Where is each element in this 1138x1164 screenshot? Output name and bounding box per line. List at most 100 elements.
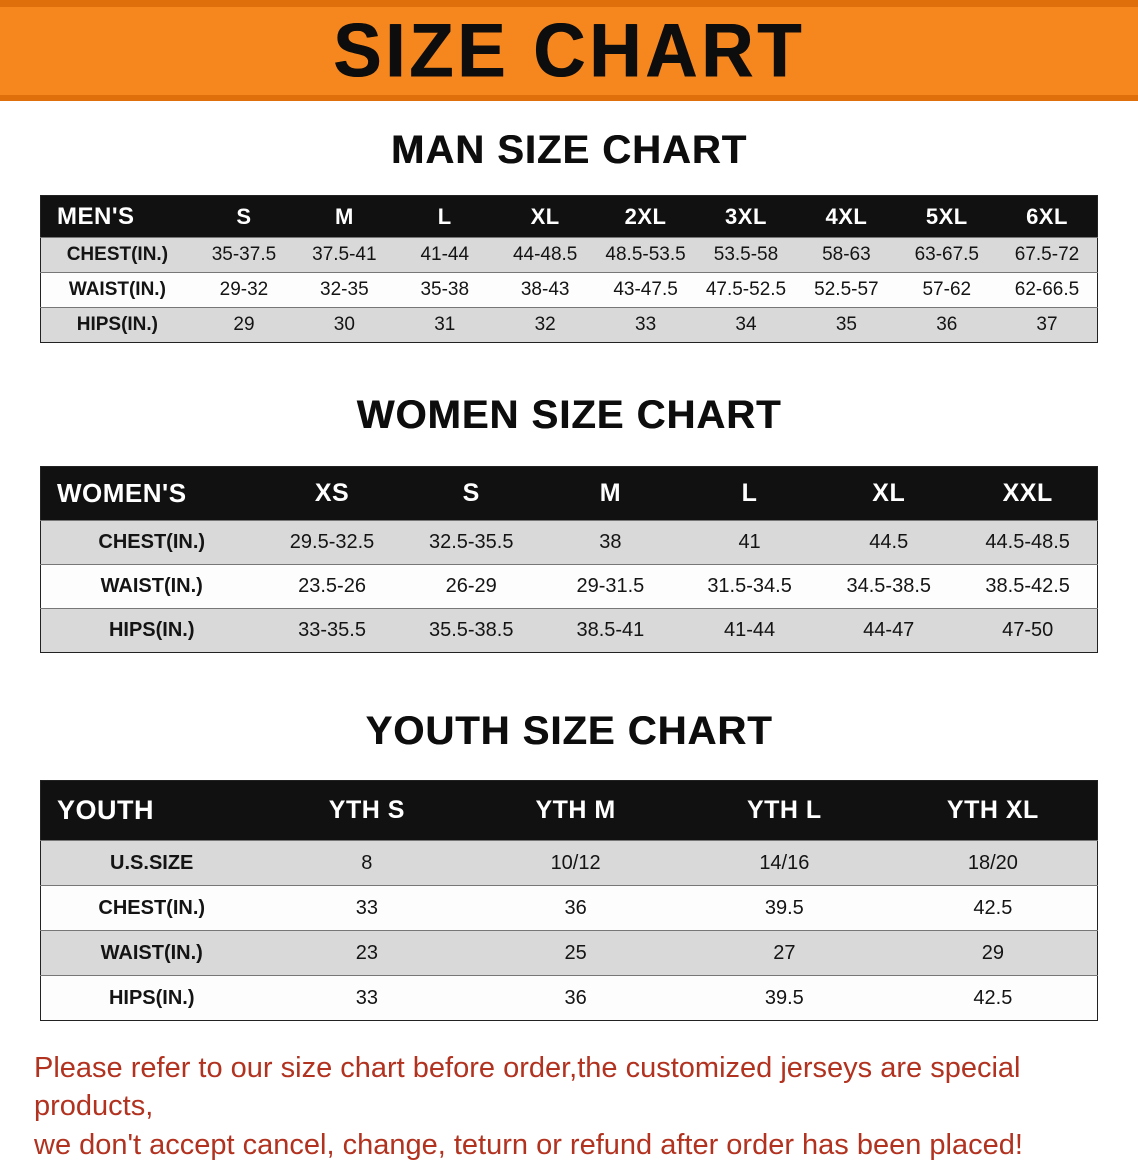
row-label: WAIST(IN.) bbox=[40, 564, 263, 609]
table-cell: 53.5-58 bbox=[695, 237, 797, 273]
table-cell: 35 bbox=[796, 307, 897, 343]
men-size-table: MEN'S S M L XL 2XL 3XL 4XL 5XL 6XL CHEST(IN.) 35-37… bbox=[40, 195, 1098, 343]
column-header: L bbox=[394, 195, 495, 238]
youth-table-body: U.S.SIZE 8 10/12 14/16 18/20 CHEST(IN.) 33 36 39… bbox=[40, 840, 1098, 1021]
table-row: CHEST(IN.) 29.5-32.5 32.5-35.5 38 41 44.5 44.5… bbox=[40, 520, 1098, 565]
women-size-table: WOMEN'S XS S M L XL XXL CHEST(IN.) 29.5-32.5 32.5… bbox=[40, 466, 1098, 653]
column-header: XS bbox=[262, 466, 402, 521]
table-cell: 14/16 bbox=[679, 840, 889, 886]
table-cell: 34 bbox=[695, 307, 797, 343]
table-cell: 44.5 bbox=[819, 520, 959, 565]
column-header: 5XL bbox=[896, 195, 997, 238]
youth-section-heading: YOUTH SIZE CHART bbox=[365, 709, 773, 753]
table-cell: 67.5-72 bbox=[997, 237, 1098, 273]
row-label: WAIST(IN.) bbox=[40, 930, 263, 976]
table-cell: 44-47 bbox=[819, 608, 959, 653]
women-table-header: WOMEN'S XS S M L XL XXL bbox=[40, 466, 1098, 521]
footer-line-1: Please refer to our size chart before or… bbox=[34, 1052, 1021, 1123]
footer-line-2: we don't accept cancel, change, teturn o… bbox=[34, 1128, 1023, 1161]
table-row: HIPS(IN.) 33 36 39.5 42.5 bbox=[40, 975, 1098, 1021]
column-header: 2XL bbox=[595, 195, 696, 238]
table-cell: 63-67.5 bbox=[896, 237, 997, 273]
women-table-body: CHEST(IN.) 29.5-32.5 32.5-35.5 38 41 44.5 44.5… bbox=[40, 520, 1098, 653]
table-cell: 27 bbox=[679, 930, 889, 976]
row-label: HIPS(IN.) bbox=[40, 307, 194, 343]
table-row: U.S.SIZE 8 10/12 14/16 18/20 bbox=[40, 840, 1098, 886]
table-cell: 48.5-53.5 bbox=[595, 237, 696, 273]
table-cell: 36 bbox=[471, 885, 680, 931]
header-row: MEN'S S M L XL 2XL 3XL 4XL 5XL 6XL bbox=[40, 195, 1098, 238]
row-label: CHEST(IN.) bbox=[40, 520, 263, 565]
table-row: WAIST(IN.) 23.5-26 26-29 29-31.5 31.5-34.5 34… bbox=[40, 564, 1098, 609]
column-header: S bbox=[193, 195, 295, 238]
header-row: YOUTH YTH S YTH M YTH L YTH XL bbox=[40, 780, 1098, 841]
table-cell: 23 bbox=[262, 930, 472, 976]
table-cell: 52.5-57 bbox=[796, 272, 897, 308]
youth-size-table: YOUTH YTH S YTH M YTH L YTH XL U.S.SIZE 8 10/12… bbox=[40, 780, 1098, 1021]
table-cell: 41 bbox=[679, 520, 820, 565]
sections-container: MAN SIZE CHART MEN'S S M L XL 2XL 3XL 4XL 5XL 6XL C… bbox=[0, 128, 1138, 1021]
table-cell: 34.5-38.5 bbox=[819, 564, 959, 609]
table-cell: 38-43 bbox=[494, 272, 596, 308]
table-cell: 41-44 bbox=[679, 608, 820, 653]
banner: SIZE CHART bbox=[0, 0, 1138, 101]
table-cell: 39.5 bbox=[679, 975, 889, 1021]
table-cell: 39.5 bbox=[679, 885, 889, 931]
table-cell: 25 bbox=[471, 930, 680, 976]
men-table-body: CHEST(IN.) 35-37.5 37.5-41 41-44 44-48.5 48.5… bbox=[40, 237, 1098, 343]
column-header: YTH XL bbox=[888, 780, 1098, 841]
table-cell: 33-35.5 bbox=[262, 608, 402, 653]
women-section-heading: WOMEN SIZE CHART bbox=[356, 393, 782, 437]
row-label: HIPS(IN.) bbox=[40, 975, 263, 1021]
column-header: M bbox=[294, 195, 395, 238]
table-cell: 38.5-41 bbox=[540, 608, 680, 653]
row-label: U.S.SIZE bbox=[40, 840, 263, 886]
table-cell: 44-48.5 bbox=[494, 237, 596, 273]
table-cell: 29-31.5 bbox=[540, 564, 680, 609]
table-cell: 33 bbox=[262, 975, 472, 1021]
men-table-header: MEN'S S M L XL 2XL 3XL 4XL 5XL 6XL bbox=[40, 195, 1098, 238]
table-cell: 42.5 bbox=[888, 885, 1098, 931]
table-cell: 35-37.5 bbox=[193, 237, 295, 273]
table-cell: 37.5-41 bbox=[294, 237, 395, 273]
table-cell: 32-35 bbox=[294, 272, 395, 308]
table-cell: 29 bbox=[193, 307, 295, 343]
banner-title: SIZE CHART bbox=[333, 8, 805, 94]
table-cell: 62-66.5 bbox=[997, 272, 1098, 308]
column-header: YTH L bbox=[679, 780, 889, 841]
column-header: YTH M bbox=[471, 780, 680, 841]
table-cell: 47.5-52.5 bbox=[695, 272, 797, 308]
row-label: CHEST(IN.) bbox=[40, 885, 263, 931]
column-header: M bbox=[540, 466, 680, 521]
table-cell: 58-63 bbox=[796, 237, 897, 273]
column-header: 3XL bbox=[695, 195, 797, 238]
column-header: XL bbox=[819, 466, 959, 521]
table-cell: 33 bbox=[595, 307, 696, 343]
row-label: HIPS(IN.) bbox=[40, 608, 263, 653]
table-row: HIPS(IN.) 33-35.5 35.5-38.5 38.5-41 41-44 44-… bbox=[40, 608, 1098, 653]
table-cell: 31.5-34.5 bbox=[679, 564, 820, 609]
table-cell: 36 bbox=[896, 307, 997, 343]
table-cell: 30 bbox=[294, 307, 395, 343]
table-cell: 29 bbox=[888, 930, 1098, 976]
section-women: WOMEN SIZE CHART WOMEN'S XS S M L XL XXL CHEST(I… bbox=[40, 393, 1098, 653]
table-row: WAIST(IN.) 23 25 27 29 bbox=[40, 930, 1098, 976]
table-cell: 33 bbox=[262, 885, 472, 931]
table-cell: 35-38 bbox=[394, 272, 495, 308]
header-row: WOMEN'S XS S M L XL XXL bbox=[40, 466, 1098, 521]
row-label: WAIST(IN.) bbox=[40, 272, 194, 308]
corner-header: WOMEN'S bbox=[40, 466, 263, 521]
table-cell: 31 bbox=[394, 307, 495, 343]
column-header: YTH S bbox=[262, 780, 472, 841]
table-cell: 47-50 bbox=[958, 608, 1098, 653]
table-cell: 35.5-38.5 bbox=[401, 608, 541, 653]
table-cell: 23.5-26 bbox=[262, 564, 402, 609]
table-cell: 10/12 bbox=[471, 840, 680, 886]
column-header: XL bbox=[494, 195, 596, 238]
column-header: 6XL bbox=[997, 195, 1098, 238]
table-row: CHEST(IN.) 35-37.5 37.5-41 41-44 44-48.5 48.5… bbox=[40, 237, 1098, 273]
table-cell: 57-62 bbox=[896, 272, 997, 308]
table-cell: 38 bbox=[540, 520, 680, 565]
table-cell: 44.5-48.5 bbox=[958, 520, 1098, 565]
table-cell: 43-47.5 bbox=[595, 272, 696, 308]
